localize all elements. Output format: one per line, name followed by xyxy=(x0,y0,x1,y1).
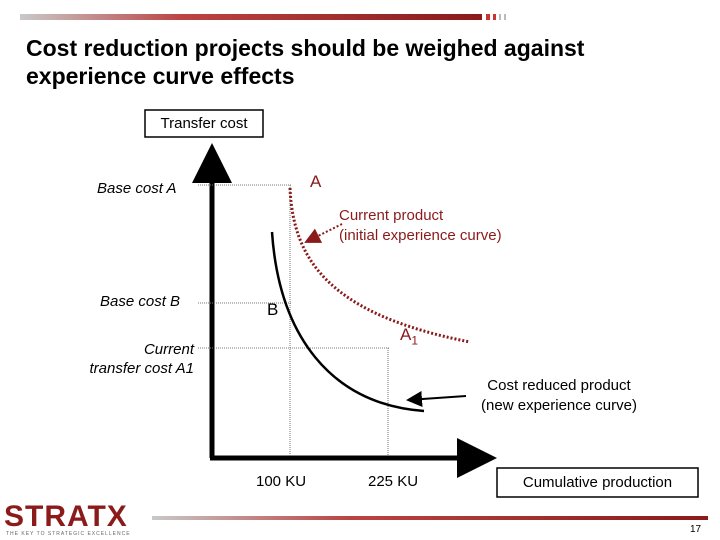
label-line: (initial experience curve) xyxy=(339,227,502,244)
label-line: Cost reduced product xyxy=(487,377,631,394)
new-curve xyxy=(270,231,425,413)
pointer-arrow xyxy=(406,391,467,408)
label-line: transfer cost A1 xyxy=(89,360,195,377)
label-line: Current xyxy=(143,341,194,358)
label-line: (new experience curve) xyxy=(481,397,637,414)
header-dots xyxy=(486,14,496,20)
initial-curve xyxy=(288,187,471,344)
y-axis-label: Transfer cost xyxy=(160,115,248,132)
reference-lines xyxy=(198,184,390,456)
point-label: B xyxy=(267,300,279,319)
x-label-box xyxy=(496,467,699,498)
footer-bar xyxy=(152,516,708,520)
logo: STRATX xyxy=(4,500,128,533)
point-subscript: 1 xyxy=(411,333,419,348)
label: Current product (initial experience curv… xyxy=(339,206,502,246)
x-axis-label: Cumulative production xyxy=(522,474,673,491)
y-label-box xyxy=(144,109,264,138)
label: Base cost A xyxy=(97,180,177,197)
pointer-arrow xyxy=(304,223,343,243)
label: Current transfer cost A1 xyxy=(40,340,195,378)
x-label: 100 KU xyxy=(256,473,307,490)
point-label: A1 xyxy=(400,325,418,347)
header-bar xyxy=(20,14,482,20)
x-label: 225 KU xyxy=(368,473,419,490)
point-letter: A xyxy=(400,325,412,344)
label-line: Current product xyxy=(339,207,444,224)
title: Cost reduction projects should be weighe… xyxy=(26,35,585,89)
tagline: THE KEY TO STRATEGIC EXCELLENCE xyxy=(6,531,131,537)
label: Cost reduced product (new experience cur… xyxy=(466,376,652,416)
label: Base cost B xyxy=(100,293,181,310)
page-number: 17 xyxy=(690,524,702,535)
point-label: A xyxy=(310,172,322,191)
